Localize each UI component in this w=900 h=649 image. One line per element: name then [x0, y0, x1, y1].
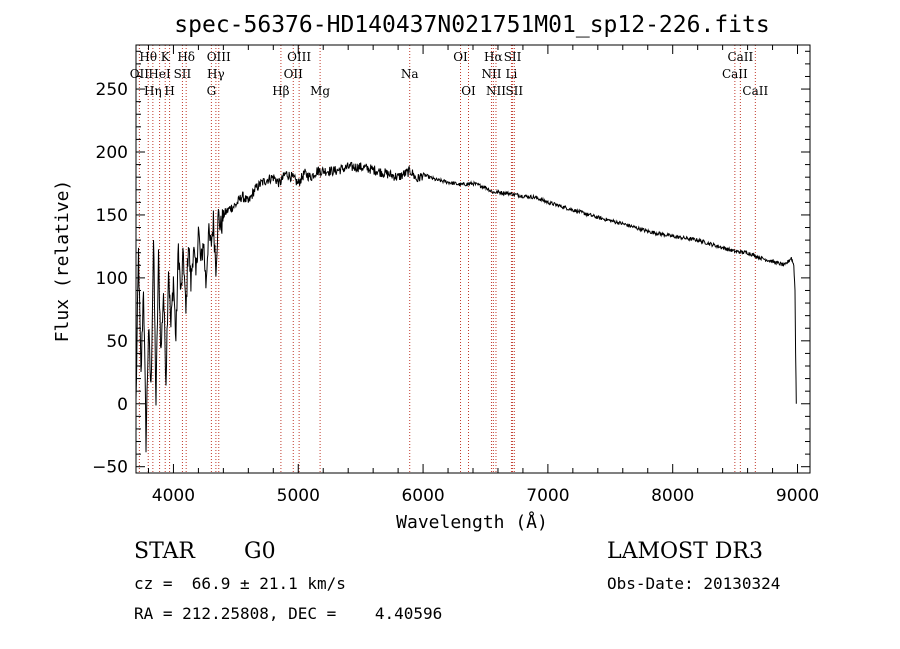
line-marker-label-3: Hη — [144, 84, 162, 98]
coordinates: RA = 212.25808, DEC = 4.40596 — [134, 604, 443, 623]
x-tick-label-4000: 4000 — [152, 486, 195, 506]
obs-date: Obs-Date: 20130324 — [607, 574, 781, 593]
line-marker-label-26: CaII — [742, 84, 768, 98]
x-axis-ticks: 4000 5000 6000 7000 8000 9000 — [147, 45, 819, 506]
y-axis-ticks: −50 0 50 100 150 200 250 — [92, 50, 810, 478]
x-axis-label: Wavelength (Å) — [396, 511, 548, 533]
x-tick-label-7000: 7000 — [526, 486, 569, 506]
line-marker-label-25: CaII — [722, 67, 748, 81]
x-tick-label-9000: 9000 — [776, 486, 819, 506]
x-tick-label-5000: 5000 — [277, 486, 320, 506]
y-tick-label-250: 250 — [96, 80, 128, 100]
line-marker-label-22: Li — [506, 67, 518, 81]
line-marker-label-0: Hθ — [139, 50, 157, 64]
line-marker-label-14: Mg — [310, 84, 330, 98]
line-marker-label-7: Hδ — [177, 50, 195, 64]
redshift-readout: cz = 66.9 ± 21.1 km/s — [134, 574, 346, 593]
object-class: STAR — [134, 539, 195, 564]
line-marker-label-20: NII — [486, 84, 506, 98]
y-tick-label-150: 150 — [96, 206, 128, 226]
line-marker-label-19: NII — [481, 67, 501, 81]
line-markers — [138, 45, 756, 473]
y-tick-label--50: −50 — [92, 458, 128, 478]
line-marker-label-2: HeI — [148, 67, 171, 81]
object-subclass: G0 — [244, 539, 276, 564]
y-tick-label-0: 0 — [117, 395, 128, 415]
line-marker-label-17: OI — [461, 84, 476, 98]
line-marker-label-24: CaII — [727, 50, 753, 64]
line-marker-label-9: Hγ — [207, 67, 225, 81]
line-marker-label-12: OII — [284, 67, 304, 81]
line-marker-label-1: OII — [130, 67, 150, 81]
line-marker-label-5: SII — [174, 67, 192, 81]
line-marker-label-23: SII — [505, 84, 523, 98]
y-tick-label-200: 200 — [96, 143, 128, 163]
line-marker-label-16: OI — [453, 50, 468, 64]
line-marker-label-6: H — [164, 84, 174, 98]
line-marker-label-8: OIII — [207, 50, 231, 64]
line-marker-label-21: SII — [504, 50, 522, 64]
line-marker-label-4: K — [161, 50, 171, 64]
line-marker-label-13: Hβ — [272, 84, 289, 98]
y-axis-label: Flux (relative) — [52, 180, 73, 343]
line-marker-label-15: Na — [401, 67, 419, 81]
line-marker-label-10: G — [207, 84, 217, 98]
chart-title: spec-56376-HD140437N021751M01_sp12-226.f… — [174, 12, 769, 38]
plot-frame — [135, 44, 811, 474]
line-marker-label-11: OIII — [287, 50, 311, 64]
y-tick-label-100: 100 — [96, 269, 128, 289]
spectrum-line — [135, 161, 797, 453]
line-marker-label-18: Hα — [484, 50, 503, 64]
survey-name: LAMOST DR3 — [607, 539, 763, 564]
x-tick-label-8000: 8000 — [651, 486, 694, 506]
y-tick-label-50: 50 — [106, 332, 128, 352]
x-tick-label-6000: 6000 — [401, 486, 444, 506]
